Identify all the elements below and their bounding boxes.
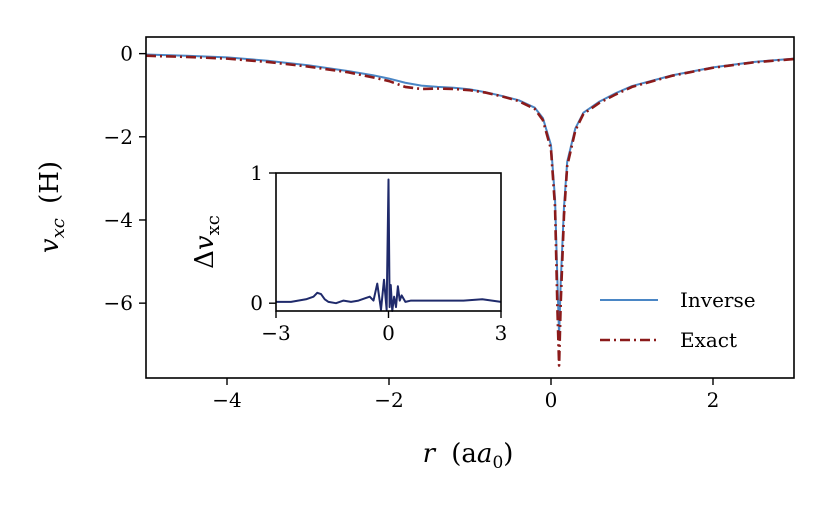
inset-x-ticks: −3 0 3 bbox=[261, 311, 507, 345]
main-x-label-sub: 0 bbox=[492, 453, 503, 473]
main-x-label-var-a: a bbox=[477, 439, 493, 469]
main-x-label-close: ) bbox=[503, 439, 513, 469]
main-x-ticks: −4 −2 0 2 bbox=[212, 378, 719, 412]
main-plot: −4 −2 0 2 0−2−4−6 r (aa0) vxc (H) bbox=[35, 36, 795, 473]
main-x-axis-label: r (aa0) bbox=[423, 439, 514, 473]
inset-x-tick-label: −3 bbox=[261, 321, 290, 345]
main-x-tick-label: 2 bbox=[707, 388, 720, 412]
main-y-label-unit: (H) bbox=[35, 161, 65, 204]
inset-plot: −3 0 3 01 Δvxc bbox=[190, 161, 507, 345]
main-y-tick-label: −4 bbox=[104, 208, 133, 232]
main-x-label-unit: (a bbox=[451, 439, 477, 469]
main-y-tick-label: −2 bbox=[104, 125, 133, 149]
legend: Inverse Exact bbox=[600, 288, 756, 352]
inset-y-tick-label: 1 bbox=[250, 161, 263, 185]
main-y-label-var: v bbox=[35, 238, 65, 253]
main-y-ticks: 0 −2 −4 −6 bbox=[104, 42, 146, 315]
main-y-tick-label: −6 bbox=[104, 291, 133, 315]
main-x-tick-label: 0 bbox=[545, 388, 558, 412]
inset-delta-series-line bbox=[276, 178, 502, 312]
inset-y-label-delta: Δ bbox=[190, 250, 220, 269]
main-y-axis-label: vxc (H) bbox=[35, 161, 71, 253]
main-x-tick-label: −4 bbox=[212, 388, 241, 412]
inset-y-label-sub: xc bbox=[203, 215, 224, 235]
main-x-label-var: r bbox=[423, 439, 437, 469]
inset-series-group bbox=[276, 178, 502, 312]
legend-label-exact: Exact bbox=[680, 328, 737, 352]
main-plot-frame bbox=[145, 36, 795, 379]
inset-y-ticks: 01 bbox=[250, 161, 276, 315]
inset-y-axis-label: Δvxc bbox=[190, 215, 224, 269]
main-y-tick-label: 0 bbox=[120, 42, 133, 66]
main-exact-series-line bbox=[145, 54, 795, 367]
inset-x-tick-label: 3 bbox=[495, 321, 508, 345]
legend-label-inverse: Inverse bbox=[680, 288, 756, 312]
main-series-group bbox=[145, 53, 795, 367]
inset-x-tick-label: 0 bbox=[382, 321, 395, 345]
main-x-tick-label: −2 bbox=[374, 388, 403, 412]
inset-y-label-var: v bbox=[190, 235, 220, 250]
inset-y-tick-label: 0 bbox=[250, 291, 263, 315]
main-y-label-sub: xc bbox=[48, 218, 69, 238]
